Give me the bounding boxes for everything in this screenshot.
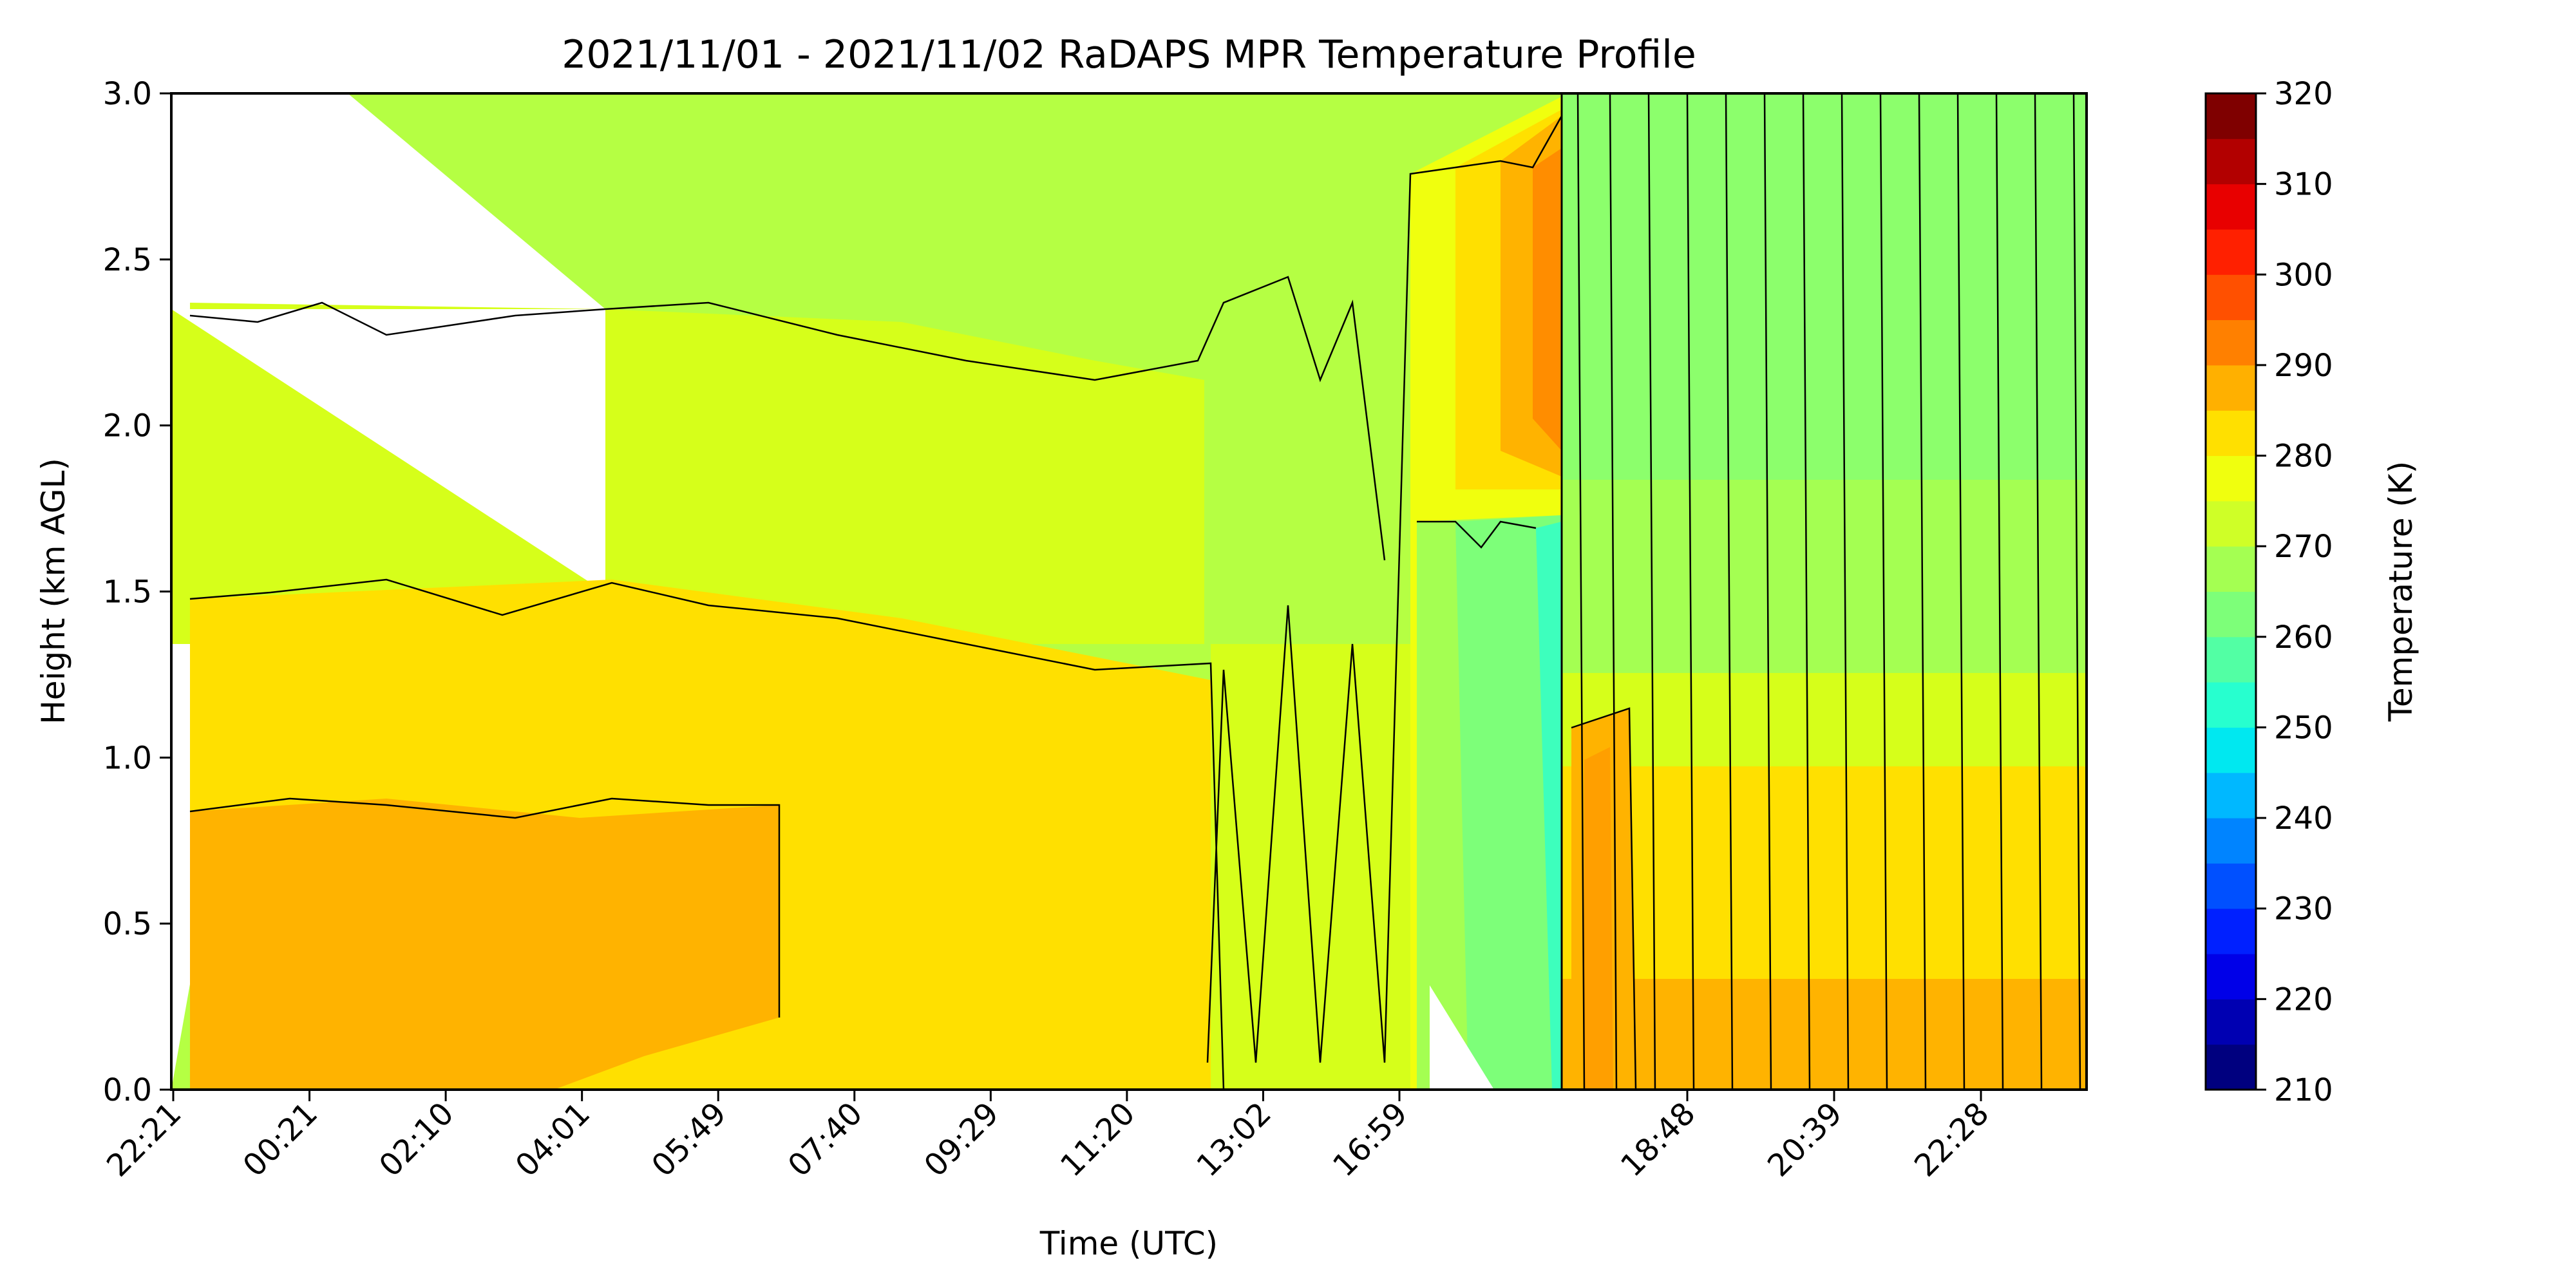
y-tick-label: 1.5 <box>103 574 152 611</box>
y-axis: 0.0 0.5 1.0 1.5 2.0 2.5 3.0 <box>103 76 171 1108</box>
colorbar-segment <box>2206 908 2256 954</box>
region-right-warm-core-inner <box>1584 747 1613 1090</box>
colorbar-segment <box>2206 455 2256 502</box>
x-tick-label: 22:28 <box>1908 1095 1996 1184</box>
region-mid-mixed <box>1211 644 1410 1090</box>
region-mid-coldest-bottom <box>1536 522 1562 1090</box>
plot-area <box>171 93 2087 1090</box>
region-right-upper-cool <box>1562 93 2087 480</box>
colorbar-segment <box>2206 184 2256 230</box>
colorbar-segment <box>2206 546 2256 592</box>
region-band-0-1 <box>190 799 779 1090</box>
x-tick-label: 20:39 <box>1761 1095 1849 1184</box>
colorbar-tick-label: 210 <box>2274 1072 2333 1108</box>
y-tick-label: 3.0 <box>103 76 152 112</box>
x-axis: 22:21 00:21 02:10 04:01 05:49 07:40 09:29 11:20… <box>100 1090 1996 1184</box>
colorbar-segment <box>2206 138 2256 185</box>
colorbar-segment <box>2206 999 2256 1045</box>
colorbar-frame <box>2204 92 2257 1091</box>
colorbar-tick-label: 270 <box>2274 529 2333 565</box>
colorbar-segment <box>2206 410 2256 457</box>
colorbar-tick-label: 230 <box>2274 891 2333 927</box>
y-tick-label: 1.0 <box>103 740 152 776</box>
colorbar-tick-label: 320 <box>2274 76 2333 112</box>
x-tick-label: 22:21 <box>100 1095 188 1184</box>
x-axis-label: Time (UTC) <box>1039 1225 1218 1262</box>
x-tick-label: 09:29 <box>917 1095 1005 1184</box>
y-tick-label: 2.0 <box>103 408 152 444</box>
colorbar-segment <box>2206 772 2256 819</box>
colorbar-segment <box>2206 954 2256 999</box>
colorbar-label: Temperature (K) <box>2382 461 2420 722</box>
x-tick-label: 05:49 <box>645 1095 733 1184</box>
colorbar-segment <box>2206 636 2256 683</box>
region-mid-hottest-top <box>1533 148 1562 451</box>
colorbar-segment <box>2206 319 2256 366</box>
colorbar-segment <box>2206 727 2256 773</box>
x-tick-label: 11:20 <box>1054 1095 1142 1184</box>
x-tick-label: 13:02 <box>1190 1095 1278 1184</box>
colorbar-tick-label: 300 <box>2274 257 2333 293</box>
contour-lines <box>189 93 2081 1090</box>
x-tick-label: 07:40 <box>781 1095 869 1184</box>
colorbar-segment <box>2206 1044 2256 1090</box>
colorbar-tick-label: 220 <box>2274 981 2333 1018</box>
chart-title: 2021/11/01 - 2021/11/02 RaDAPS MPR Tempe… <box>562 32 1696 77</box>
colorbar-segment <box>2206 274 2256 321</box>
y-axis-label: Height (km AGL) <box>35 458 72 724</box>
x-tick-label: 18:48 <box>1614 1095 1702 1184</box>
colorbar-tick-label: 280 <box>2274 439 2333 475</box>
x-tick-label: 02:10 <box>372 1095 460 1184</box>
y-tick-label: 0.0 <box>103 1072 152 1108</box>
x-tick-label: 16:59 <box>1326 1095 1414 1184</box>
y-tick-label: 2.5 <box>103 242 152 278</box>
region-wedge-diagonal <box>171 309 605 644</box>
x-tick-label: 00:21 <box>236 1095 325 1184</box>
region-right-lowest <box>1562 979 2087 1090</box>
colorbar-segment <box>2206 863 2256 909</box>
region-mid-cooler-bottom <box>1455 515 1562 1090</box>
region-white-wedge <box>171 93 605 309</box>
colorbar-segment <box>2206 591 2256 638</box>
colorbar-segment <box>2206 818 2256 864</box>
colorbar-tick-label: 310 <box>2274 167 2333 203</box>
x-tick-label: 04:01 <box>509 1095 597 1184</box>
colorbar-segment <box>2206 365 2256 411</box>
colorbar: 210 220 230 240 250 260 270 280 290 300 310 320 <box>2204 76 2333 1108</box>
colorbar-tick-label: 260 <box>2274 620 2333 656</box>
colorbar-segment <box>2206 500 2256 547</box>
region-white-lower-wedge <box>1430 985 1494 1090</box>
colorbar-tick-label: 240 <box>2274 800 2333 837</box>
y-tick-label: 0.5 <box>103 906 152 942</box>
colorbar-segment <box>2206 93 2256 139</box>
colorbar-segment <box>2206 682 2256 728</box>
colorbar-segment <box>2206 229 2256 275</box>
colorbar-tick-label: 290 <box>2274 348 2333 384</box>
colorbar-tick-label: 250 <box>2274 710 2333 746</box>
